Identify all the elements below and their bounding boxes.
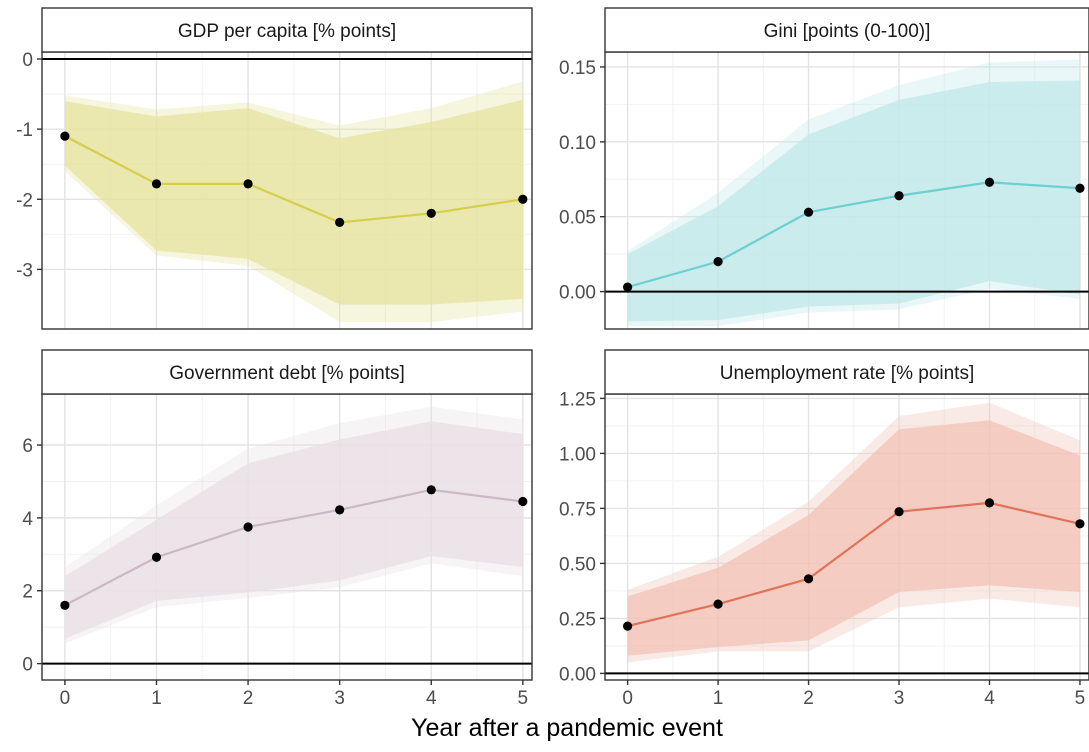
data-point	[335, 505, 345, 515]
data-point	[984, 498, 995, 508]
data-point	[60, 131, 70, 141]
y-tick-label: -3	[16, 260, 33, 281]
panel-plot-area	[605, 394, 1089, 680]
data-point	[623, 621, 633, 631]
panel-1: GDP per capita [% points] 0 -1 -2 -3	[16, 7, 533, 330]
x-tick-label: 2	[803, 688, 814, 709]
y-tick-label: 0	[22, 50, 33, 71]
data-point	[1075, 519, 1085, 529]
panel-plot-area	[42, 394, 532, 680]
y-tick-label: -1	[16, 120, 33, 141]
confidence-band-inner	[627, 80, 1080, 322]
data-point	[984, 177, 995, 187]
data-point	[713, 257, 723, 267]
x-tick-label: 3	[894, 688, 905, 709]
facet-strip	[41, 7, 533, 53]
data-point	[243, 179, 253, 189]
series-line	[627, 501, 1081, 628]
data-point	[60, 600, 70, 610]
x-tick-label: 1	[151, 688, 162, 709]
series-line	[64, 135, 524, 224]
data-point	[1075, 183, 1085, 193]
facet-title: Unemployment rate [% points]	[720, 363, 975, 384]
x-tick-label: 4	[426, 688, 437, 709]
data-point	[426, 208, 436, 218]
x-tick-label: 2	[243, 688, 254, 709]
x-tick-label: 0	[60, 688, 71, 709]
x-tick-label: 3	[334, 688, 345, 709]
facet-strip	[604, 7, 1089, 53]
panel-2: Gini [points (0-100)] 0.00 0.05 0.10 0.15	[559, 7, 1089, 330]
y-tick-label: 0.25	[559, 609, 596, 630]
x-tick-label: 4	[984, 688, 995, 709]
series-line	[627, 181, 1081, 289]
data-point	[518, 194, 528, 204]
y-tick-label: 0	[22, 655, 33, 676]
facet-title: Gini [points (0-100)]	[764, 21, 931, 42]
confidence-band-inner	[64, 421, 523, 639]
y-tick-label: 0.00	[559, 664, 596, 685]
data-point	[518, 496, 528, 507]
facet-strip	[604, 349, 1089, 395]
data-point	[335, 217, 345, 228]
y-tick-label: 1.00	[559, 444, 596, 465]
facet-title: GDP per capita [% points]	[178, 21, 396, 42]
x-tick-label: 1	[713, 688, 724, 709]
y-tick-label: 4	[22, 509, 33, 530]
y-tick-label: 0.75	[559, 499, 596, 520]
y-tick-label: 2	[22, 582, 33, 603]
x-tick-label: 0	[622, 688, 633, 709]
facet-strip	[41, 349, 533, 395]
x-tick-label: 5	[518, 688, 529, 709]
data-point	[623, 282, 633, 292]
y-tick-label: 0.05	[559, 208, 596, 229]
data-point	[151, 552, 162, 562]
panel-3: Government debt [% points] 0 2 4 6 0 1 2 3 4 5	[22, 349, 533, 709]
data-point	[713, 599, 723, 609]
x-tick-label: 5	[1075, 688, 1086, 709]
panel-plot-area	[42, 52, 532, 329]
panels: GDP per capita [% points] 0 -1 -2 -3 Gini [po…	[16, 7, 1089, 709]
data-point	[243, 522, 253, 532]
x-axis-title: Year after a pandemic event	[411, 714, 723, 742]
y-tick-label: 0.15	[559, 58, 596, 79]
data-point	[803, 207, 814, 217]
y-tick-label: -2	[16, 190, 33, 211]
data-point	[803, 574, 814, 584]
y-tick-label: 0.00	[559, 283, 596, 304]
y-tick-label: 0.50	[559, 554, 596, 575]
data-point	[894, 507, 904, 517]
y-tick-label: 1.25	[559, 389, 596, 410]
facet-title: Government debt [% points]	[169, 363, 405, 384]
data-point	[151, 179, 162, 189]
series-line	[64, 488, 523, 607]
y-tick-label: 0.10	[559, 133, 596, 154]
data-point	[894, 191, 904, 201]
y-tick-label: 6	[22, 436, 33, 457]
data-point	[426, 485, 436, 495]
panel-4: Unemployment rate [% points] 0.00 0.25 0.50…	[559, 349, 1089, 709]
panel-plot-area	[605, 52, 1089, 329]
